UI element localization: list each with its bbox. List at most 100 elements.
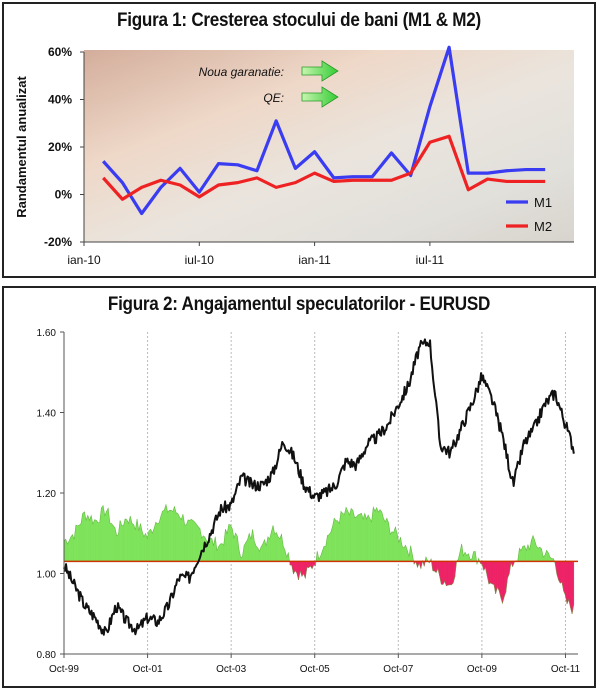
fig2-long-area (175, 512, 179, 562)
fig2-long-area (187, 519, 190, 562)
fig2-long-area (349, 508, 352, 562)
fig2-long-area (267, 536, 270, 562)
fig2-long-area (133, 524, 136, 562)
fig2-long-area (354, 516, 357, 562)
fig2-long-area (104, 511, 107, 562)
fig2-long-area (384, 518, 388, 562)
fig2-long-area (184, 524, 187, 562)
fig2-short-area (570, 561, 573, 614)
fig2-long-area (157, 522, 160, 562)
fig2-long-area (174, 506, 177, 562)
fig2-x-tick-label: Oct-99 (49, 664, 79, 675)
fig1-y-axis-label: Randamentul anualizat (14, 76, 29, 218)
fig2-long-area (172, 506, 175, 562)
fig2-long-area (386, 518, 389, 562)
fig2-long-area (152, 528, 155, 562)
fig1-y-tick-label: 40% (48, 93, 72, 107)
fig2-long-area (235, 533, 238, 562)
fig2-long-area (335, 520, 338, 562)
fig2-x-tick-label: Oct-09 (467, 664, 497, 675)
fig2-long-area (367, 515, 371, 562)
fig2-long-area (70, 534, 73, 562)
fig1-y-tick-label: 60% (48, 45, 72, 59)
fig2-long-area (366, 515, 369, 562)
fig2-long-area (221, 543, 224, 562)
fig2-short-area (432, 561, 435, 572)
fig2-long-area (376, 507, 379, 562)
background-photo (84, 50, 574, 242)
figure-2-chart: 1.60 1.40 1.20 1.00 0.80 Oct-99 Oct-01 Oct-03 Oc… (37, 328, 581, 675)
fig2-long-area (160, 511, 163, 562)
fig1-annotation-arrow (301, 60, 339, 82)
fig2-long-area (167, 509, 170, 562)
fig2-long-area (352, 510, 355, 562)
fig2-long-area (165, 504, 168, 562)
fig2-long-area (225, 529, 228, 562)
fig2-long-area (92, 519, 95, 562)
fig2-long-area (101, 504, 104, 562)
fig2-short-area (441, 561, 444, 585)
fig2-long-area (85, 515, 88, 562)
fig2-long-area (119, 520, 122, 562)
fig1-x-tick-label: ian-11 (298, 253, 331, 267)
fig2-y-tick-label: 1.00 (37, 570, 57, 581)
fig2-long-area (356, 514, 359, 562)
fig2-long-area (131, 522, 134, 562)
fig2-long-area (364, 513, 367, 562)
fig2-long-area (192, 520, 196, 562)
fig2-long-area (79, 523, 82, 562)
fig2-long-area (209, 538, 213, 562)
fig2-long-area (96, 519, 99, 562)
fig2-long-area (378, 509, 381, 562)
fig2-y-tick-label: 1.20 (37, 489, 57, 500)
fig2-long-area (359, 512, 362, 562)
fig2-long-area (75, 524, 78, 562)
fig2-long-area (126, 519, 129, 562)
figure-1-chart: 60% 40% 20% 0% -20% ian-10 iul-10 ian-11 iul-11 R… (14, 45, 574, 267)
fig2-long-area (345, 507, 348, 562)
fig2-long-area (106, 508, 109, 562)
fig2-long-area (82, 511, 85, 562)
fig2-long-area (473, 551, 476, 562)
fig2-long-area (522, 545, 525, 562)
fig2-long-area (255, 545, 258, 562)
fig2-long-area (143, 533, 146, 562)
fig2-short-area (446, 561, 449, 587)
fig2-short-area (447, 561, 450, 586)
fig2-long-area (97, 522, 100, 562)
fig2-short-area (560, 561, 563, 584)
fig2-long-area (169, 509, 172, 562)
figure-1-panel: Figura 1: Cresterea stocului de bani (M1… (2, 2, 596, 278)
fig2-short-area (490, 561, 493, 585)
fig2-long-area (220, 543, 223, 562)
fig2-x-tick-label: Oct-11 (551, 664, 581, 675)
fig1-series-line-m2 (102, 134, 546, 201)
fig2-long-area (357, 514, 360, 562)
fig1-legend-label: M1 (534, 195, 552, 210)
fig2-short-area (488, 561, 491, 585)
fig2-long-area (121, 525, 124, 562)
fig2-short-area (500, 561, 503, 604)
fig2-long-area (379, 509, 382, 562)
fig2-long-area (383, 518, 386, 562)
fig2-long-area (170, 509, 173, 562)
fig2-long-area (374, 507, 377, 562)
fig1-y-tick-label: 0% (55, 188, 73, 202)
fig2-long-area (116, 534, 119, 562)
fig2-long-area (181, 514, 184, 562)
fig2-long-area (350, 508, 354, 562)
fig2-long-area (327, 534, 330, 562)
fig2-long-area (109, 522, 112, 562)
fig2-y-tick-label: 1.60 (37, 328, 57, 339)
fig2-long-area (191, 519, 194, 562)
fig2-eurusd-line (63, 338, 575, 636)
fig2-short-area (566, 561, 569, 604)
fig2-x-tick-label: Oct-05 (300, 664, 330, 675)
fig2-long-area (361, 513, 364, 562)
fig1-annotation-label: Noua garanatie: (199, 65, 284, 79)
fig2-long-area (401, 545, 405, 562)
fig2-long-area (148, 528, 151, 562)
fig2-long-area (391, 531, 394, 562)
fig2-long-area (337, 520, 340, 562)
fig2-short-area (563, 561, 566, 596)
